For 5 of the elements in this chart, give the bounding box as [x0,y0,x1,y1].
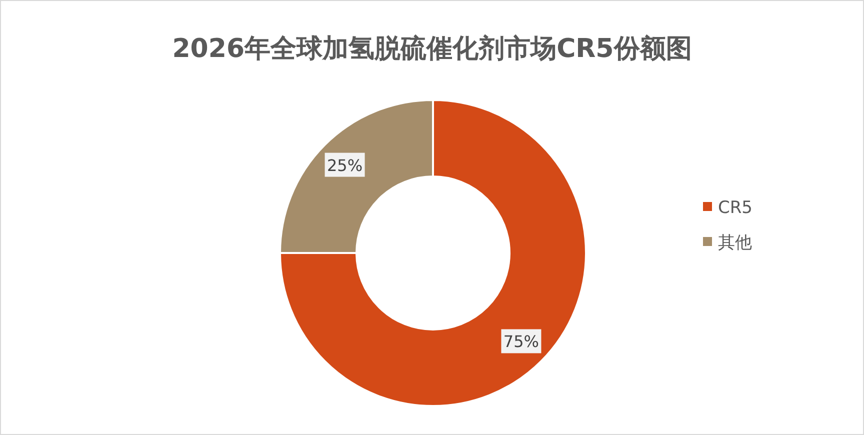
data-label: 25% [327,156,363,175]
legend-label: 其他 [718,233,752,253]
chart-title: 2026年全球加氢脱硫催化剂市场CR5份额图 [172,34,692,64]
data-label: 75% [503,332,539,352]
legend-label: CR5 [718,198,752,218]
